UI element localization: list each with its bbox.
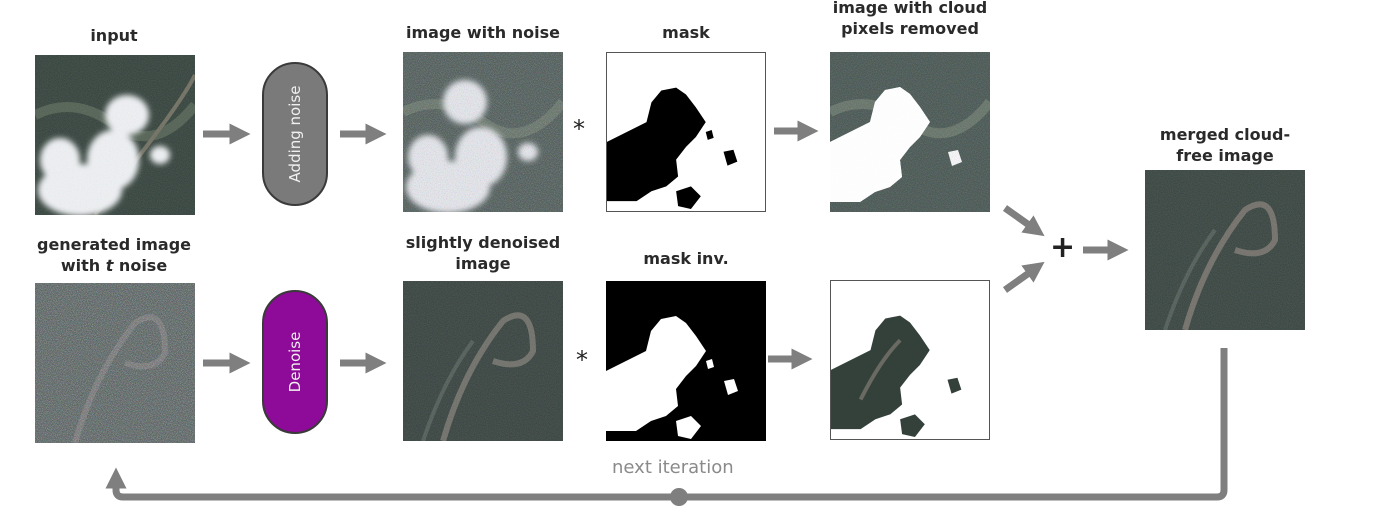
label-slightly-denoised: slightly denoised image bbox=[383, 232, 583, 274]
label-input: input bbox=[90, 26, 138, 45]
slightly-denoised-image bbox=[403, 281, 563, 441]
image-cloud-pixels-removed bbox=[830, 52, 990, 212]
loop-midpoint-dot bbox=[670, 488, 688, 506]
label-slightly-line2: image bbox=[455, 254, 511, 273]
arrow-bottom-to-plus bbox=[1002, 261, 1045, 293]
label-generated-pre: with bbox=[60, 256, 106, 275]
multiply-operator-bottom: * bbox=[576, 346, 588, 374]
label-mask-inv: mask inv. bbox=[643, 249, 729, 268]
label-cloud-removed: image with cloud pixels removed bbox=[810, 0, 1010, 39]
label-generated: generated image with t noise bbox=[24, 234, 204, 276]
label-generated-line1: generated image bbox=[36, 235, 191, 254]
label-merged: merged cloud- free image bbox=[1135, 124, 1315, 166]
input-image bbox=[35, 55, 195, 215]
plus-operator: + bbox=[1050, 230, 1076, 265]
adding-noise-block: Adding noise bbox=[262, 62, 328, 206]
next-iteration-label: next iteration bbox=[612, 457, 734, 478]
label-generated-t: t bbox=[105, 256, 114, 275]
image-with-noise bbox=[403, 52, 563, 212]
label-merged-line2: free image bbox=[1176, 146, 1274, 165]
label-cloud-removed-line2: pixels removed bbox=[841, 19, 979, 38]
merged-cloud-free-image bbox=[1145, 170, 1305, 330]
label-generated-line2: with t noise bbox=[24, 255, 204, 276]
label-generated-post: noise bbox=[113, 256, 168, 275]
arrow-top-to-plus bbox=[1002, 205, 1045, 237]
label-mask: mask bbox=[662, 23, 710, 42]
label-image-with-noise: image with noise bbox=[406, 23, 560, 42]
mask-image bbox=[606, 52, 766, 212]
generated-image-with-t-noise bbox=[35, 283, 195, 443]
denoise-block: Denoise bbox=[262, 290, 328, 434]
label-slightly-line1: slightly denoised bbox=[405, 233, 561, 252]
label-merged-line1: merged cloud- bbox=[1159, 125, 1291, 144]
loop-arrow bbox=[105, 348, 1228, 501]
label-cloud-removed-line1: image with cloud bbox=[832, 0, 988, 17]
multiply-operator-top: * bbox=[573, 115, 585, 143]
mask-inverted-image bbox=[606, 281, 766, 441]
masked-generated-image bbox=[830, 280, 990, 440]
